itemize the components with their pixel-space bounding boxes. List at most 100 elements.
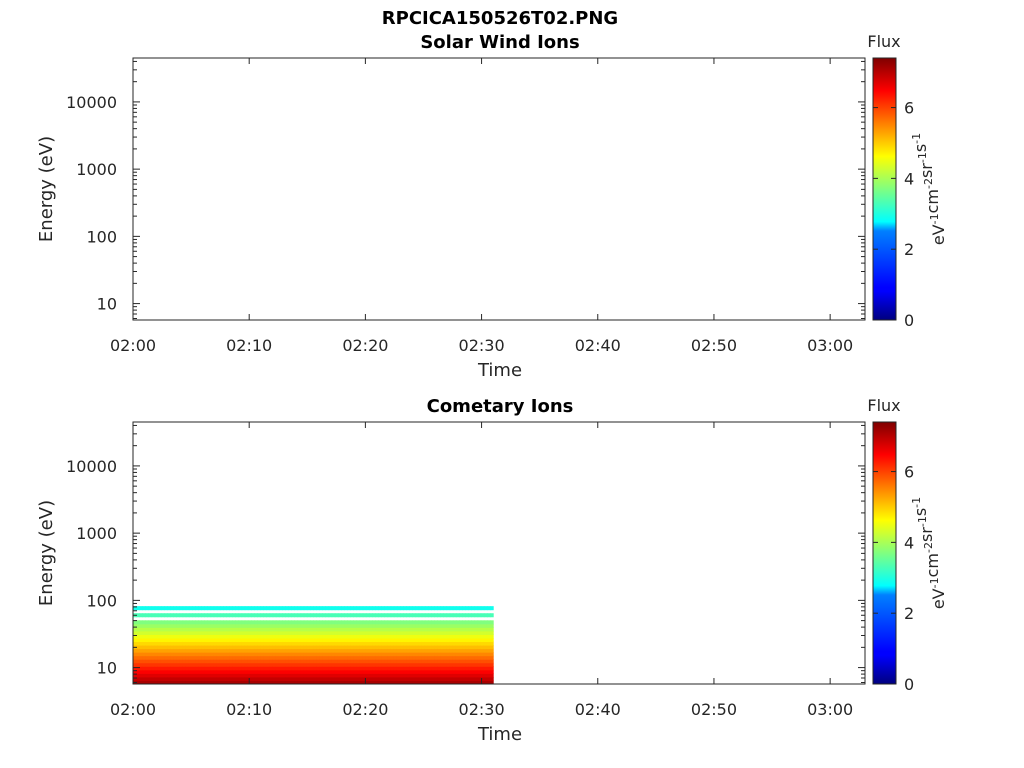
heatmap-cell bbox=[344, 630, 348, 635]
heatmap-cell bbox=[182, 669, 187, 674]
heatmap-cell bbox=[412, 673, 417, 678]
heatmap-cell bbox=[372, 676, 376, 681]
heatmap-cell bbox=[167, 648, 171, 653]
heatmap-cell bbox=[465, 613, 469, 618]
heatmap-cell bbox=[325, 673, 330, 678]
heatmap-cell bbox=[446, 638, 451, 643]
heatmap-cell bbox=[254, 627, 258, 632]
heatmap-cell bbox=[192, 641, 196, 646]
heatmap-cell bbox=[434, 613, 438, 618]
heatmap-cell bbox=[238, 630, 243, 635]
heatmap-cell bbox=[393, 645, 398, 650]
heatmap-cell bbox=[213, 655, 218, 660]
heatmap-cell bbox=[378, 655, 382, 660]
heatmap-cell bbox=[344, 666, 348, 671]
heatmap-cell bbox=[341, 659, 345, 664]
heatmap-cell bbox=[350, 659, 354, 664]
heatmap-cell bbox=[322, 613, 327, 618]
heatmap-cell bbox=[471, 669, 476, 674]
heatmap-cell bbox=[418, 680, 423, 685]
heatmap-cell bbox=[384, 620, 389, 625]
y-tick-label: 100 bbox=[86, 227, 117, 246]
heatmap-cell bbox=[269, 645, 274, 650]
heatmap-cell bbox=[427, 655, 432, 660]
heatmap-cell bbox=[406, 666, 410, 671]
heatmap-cell bbox=[216, 645, 221, 650]
heatmap-cell bbox=[393, 676, 398, 681]
heatmap-cell bbox=[204, 645, 209, 650]
heatmap-cell bbox=[390, 645, 395, 650]
heatmap-cell bbox=[219, 676, 224, 681]
heatmap-cell bbox=[223, 662, 227, 667]
heatmap-cell bbox=[216, 676, 221, 681]
heatmap-cell bbox=[406, 655, 410, 660]
heatmap-cell bbox=[390, 620, 395, 625]
heatmap-cell bbox=[297, 669, 302, 674]
heatmap-cell bbox=[465, 666, 469, 671]
heatmap-cell bbox=[446, 613, 451, 618]
heatmap-cell bbox=[359, 645, 364, 650]
heatmap-cell bbox=[483, 613, 488, 618]
heatmap-cell bbox=[219, 606, 224, 611]
colorbar-tick-label: 6 bbox=[904, 99, 914, 118]
heatmap-cell bbox=[424, 662, 429, 667]
heatmap-cell bbox=[390, 627, 395, 632]
heatmap-cell bbox=[226, 666, 230, 671]
heatmap-cell bbox=[378, 652, 382, 657]
heatmap-cell bbox=[306, 680, 311, 685]
heatmap-cell bbox=[154, 645, 159, 650]
heatmap-cell bbox=[452, 659, 457, 664]
heatmap-cell bbox=[207, 659, 212, 664]
heatmap-cell bbox=[362, 613, 367, 618]
heatmap-cell bbox=[297, 641, 302, 646]
heatmap-cell bbox=[490, 613, 494, 618]
heatmap-cell bbox=[216, 680, 221, 685]
heatmap-cell bbox=[443, 630, 448, 635]
heatmap-cell bbox=[372, 634, 376, 639]
heatmap-cell bbox=[309, 652, 314, 657]
heatmap-cell bbox=[437, 634, 441, 639]
heatmap-cell bbox=[306, 641, 311, 646]
heatmap-cell bbox=[235, 638, 240, 643]
heatmap-cell bbox=[229, 634, 233, 639]
heatmap-cell bbox=[384, 662, 389, 667]
heatmap-cell bbox=[244, 620, 249, 625]
heatmap-cell bbox=[353, 662, 358, 667]
heatmap-cell bbox=[443, 659, 448, 664]
heatmap-cell bbox=[319, 648, 323, 653]
heatmap-cell bbox=[297, 652, 302, 657]
heatmap-cell bbox=[359, 623, 364, 628]
heatmap-cell bbox=[210, 620, 215, 625]
heatmap-cell bbox=[213, 645, 218, 650]
heatmap-cell bbox=[480, 630, 485, 635]
heatmap-cell bbox=[325, 655, 330, 660]
heatmap-cell bbox=[393, 662, 398, 667]
heatmap-cell bbox=[210, 669, 215, 674]
heatmap-cell bbox=[195, 620, 199, 625]
heatmap-cell bbox=[313, 634, 317, 639]
heatmap-cell bbox=[247, 623, 252, 628]
heatmap-cell bbox=[462, 638, 466, 643]
heatmap-cell bbox=[459, 630, 463, 635]
heatmap-cell bbox=[381, 645, 386, 650]
heatmap-cell bbox=[368, 623, 373, 628]
heatmap-cell bbox=[167, 641, 171, 646]
heatmap-cell bbox=[396, 652, 401, 657]
heatmap-cell bbox=[347, 662, 351, 667]
heatmap-cell bbox=[142, 645, 146, 650]
heatmap-cell bbox=[294, 648, 299, 653]
heatmap-cell bbox=[359, 652, 364, 657]
heatmap-cell bbox=[443, 648, 448, 653]
heatmap-cell bbox=[372, 673, 376, 678]
heatmap-cell bbox=[347, 673, 351, 678]
heatmap-cell bbox=[300, 620, 305, 625]
heatmap-cell bbox=[353, 645, 358, 650]
heatmap-cell bbox=[372, 613, 376, 618]
heatmap-cell bbox=[266, 630, 271, 635]
heatmap-cell bbox=[486, 620, 491, 625]
heatmap-cell bbox=[235, 623, 240, 628]
heatmap-cell bbox=[421, 680, 426, 685]
heatmap-cell bbox=[219, 652, 224, 657]
heatmap-cell bbox=[319, 655, 323, 660]
heatmap-cell bbox=[322, 638, 327, 643]
